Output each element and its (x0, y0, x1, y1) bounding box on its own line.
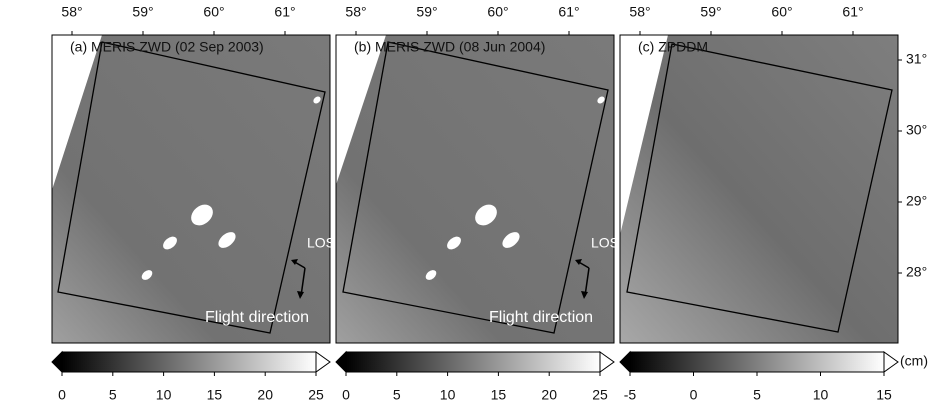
colorbar-high-extend (600, 352, 614, 372)
colorbar-tick-label: 25 (592, 387, 608, 403)
colorbar-tick-label: 5 (393, 387, 401, 403)
lat-tick-label: 28° (906, 264, 927, 280)
colorbar-low-extend (336, 352, 346, 372)
colorbar-tick-label: 20 (257, 387, 273, 403)
colorbar-low-extend (52, 352, 62, 372)
lon-tick-label: 60° (487, 4, 508, 20)
colorbar-tick-label: 5 (109, 387, 117, 403)
panel-title: (b) MERIS ZWD (08 Jun 2004) (354, 39, 545, 55)
lon-tick-label: 61° (842, 4, 863, 20)
lat-tick-label: 31° (906, 51, 927, 67)
flight-label: Flight direction (205, 309, 309, 326)
colorbar-tick-label: 0 (58, 387, 66, 403)
map-raster (620, 35, 898, 343)
panel-title: (c) ZPDDM (638, 39, 708, 55)
lon-tick-label: 59° (700, 4, 721, 20)
colorbar-tick-label: 15 (207, 387, 223, 403)
colorbar-tick-label: 5 (753, 387, 761, 403)
colorbar-tick-label: 25 (308, 387, 324, 403)
colorbar-tick-label: 10 (156, 387, 172, 403)
los-label: LOS (591, 235, 619, 251)
lon-tick-label: 59° (416, 4, 437, 20)
colorbar-unit: (cm) (900, 353, 928, 369)
map-raster (52, 35, 330, 343)
colorbar-tick-label: 15 (491, 387, 507, 403)
lat-tick-label: 30° (906, 122, 927, 138)
lon-tick-label: 61° (274, 4, 295, 20)
colorbar-tick-label: 0 (342, 387, 350, 403)
colorbar-low-extend (620, 352, 630, 372)
lat-tick-label: 29° (906, 193, 927, 209)
colorbar-tick-label: 15 (876, 387, 892, 403)
lon-tick-label: 59° (132, 4, 153, 20)
colorbar-tick-label: 20 (541, 387, 557, 403)
los-label: LOS (307, 235, 335, 251)
colorbar (630, 352, 884, 372)
colorbar-tick-label: -5 (624, 387, 637, 403)
colorbar-high-extend (316, 352, 330, 372)
figure: (a) MERIS ZWD (02 Sep 2003) 58° 59° 60° 61° L… (0, 0, 939, 413)
lon-tick-label: 60° (771, 4, 792, 20)
panel-title: (a) MERIS ZWD (02 Sep 2003) (70, 39, 264, 55)
colorbar-tick-label: 10 (440, 387, 456, 403)
colorbar-tick-label: 0 (690, 387, 698, 403)
lon-tick-label: 58° (345, 4, 366, 20)
colorbar-high-extend (884, 352, 898, 372)
lon-tick-label: 60° (203, 4, 224, 20)
colorbar (346, 352, 600, 372)
lon-tick-label: 61° (558, 4, 579, 20)
map-raster (336, 35, 614, 343)
lon-tick-label: 58° (629, 4, 650, 20)
colorbar-tick-label: 10 (813, 387, 829, 403)
flight-label: Flight direction (489, 309, 593, 326)
lon-tick-label: 58° (61, 4, 82, 20)
colorbar (62, 352, 316, 372)
